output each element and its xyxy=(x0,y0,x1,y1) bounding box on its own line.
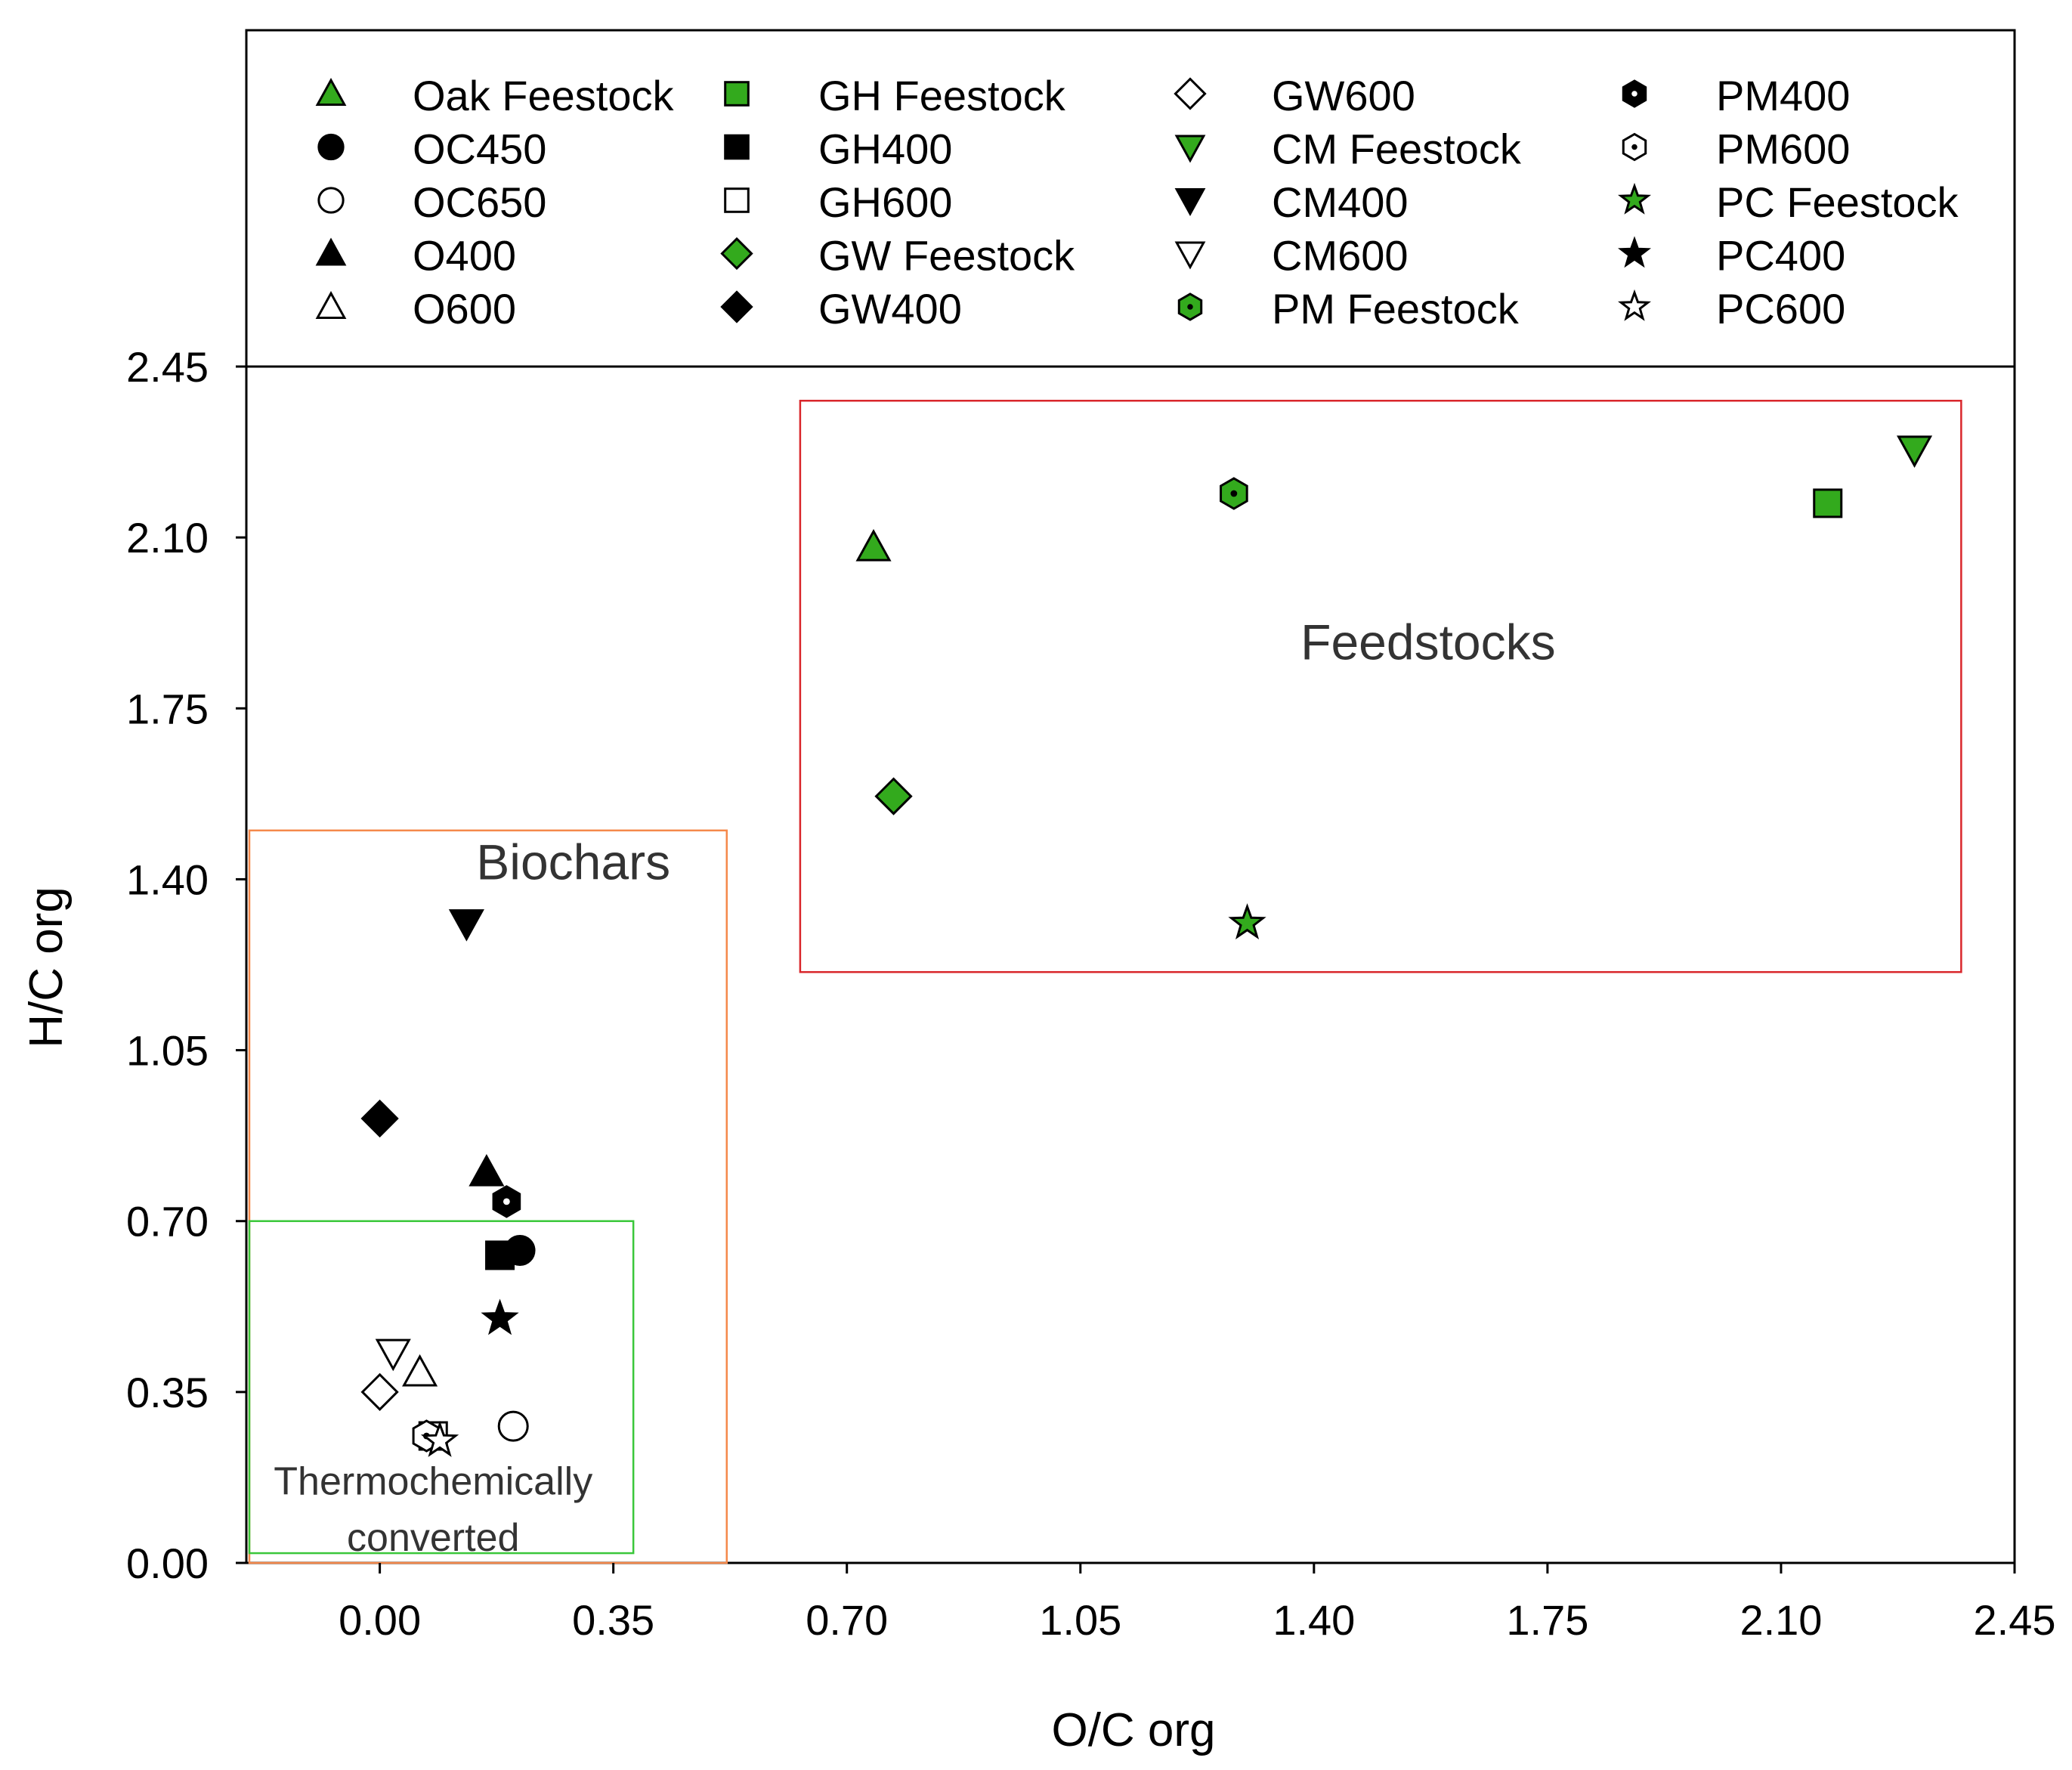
legend-label-pc-feestock: PC Feestock xyxy=(1716,178,1959,226)
legend-marker-pc600 xyxy=(1618,289,1651,321)
y-tick-label: 2.10 xyxy=(126,514,209,562)
legend-marker-o400 xyxy=(315,237,347,266)
y-tick-label: 1.75 xyxy=(126,685,209,732)
legend-label-gh600: GH600 xyxy=(818,178,952,226)
legend-marker-gh-feestock xyxy=(724,81,750,107)
point-gw-feestock xyxy=(874,777,913,815)
legend-marker-cm600 xyxy=(1174,241,1206,270)
legend-label-pm-feestock: PM Feestock xyxy=(1272,285,1520,333)
legend-marker-gh600 xyxy=(724,187,750,213)
region-label-feedstocks: Feedstocks xyxy=(1300,614,1555,670)
point-gh-feestock xyxy=(1813,488,1843,518)
y-tick-label: 0.35 xyxy=(126,1369,209,1416)
point-o600 xyxy=(402,1354,438,1387)
point-gw400 xyxy=(360,1099,399,1138)
legend-label-o400: O400 xyxy=(413,232,516,280)
region-label-converted: converted xyxy=(347,1516,519,1560)
legend-label-cm600: CM600 xyxy=(1272,232,1409,280)
regions-layer: Feedstocks Biochars Thermochemically conver… xyxy=(248,399,1962,1564)
point-gh400 xyxy=(485,1240,515,1270)
x-tick-label: 2.10 xyxy=(1740,1596,1822,1644)
legend-marker-gw600 xyxy=(1174,77,1207,110)
legend-label-pm600: PM600 xyxy=(1716,125,1850,173)
point-cm400 xyxy=(448,909,484,942)
x-tick-label: 1.05 xyxy=(1039,1596,1121,1644)
axis-ticks: 0.00 0.35 0.70 1.05 1.40 1.75 2.10 2.45 0.00 0.35… xyxy=(126,343,2056,1644)
x-tick-label: 0.35 xyxy=(572,1596,654,1644)
legend-label-cm400: CM400 xyxy=(1272,178,1409,226)
legend-label-gw400: GW400 xyxy=(818,285,962,333)
legend-label-gw-feestock: GW Feestock xyxy=(818,232,1075,280)
legend-label-oak-feestock: Oak Feestock xyxy=(413,72,674,119)
legend-label-gh-feestock: GH Feestock xyxy=(818,72,1066,119)
legend-label-o600: O600 xyxy=(413,285,516,333)
legend-marker-pc400 xyxy=(1618,236,1651,268)
region-box-0 xyxy=(799,399,1962,973)
point-oak-feestock xyxy=(855,528,892,562)
x-tick-label: 0.00 xyxy=(339,1596,421,1644)
x-tick-label: 0.70 xyxy=(806,1596,888,1644)
legend: Oak Feestock OC450 OC650 O400 O600 GH Feestoc… xyxy=(315,72,1959,333)
legend-label-oc450: OC450 xyxy=(413,125,546,173)
legend-label-oc650: OC650 xyxy=(413,178,546,226)
point-oc650 xyxy=(497,1410,529,1442)
legend-marker-o600 xyxy=(315,291,347,319)
region-box-2 xyxy=(248,1220,635,1555)
y-axis-title: H/C org xyxy=(20,887,73,1048)
x-tick-label: 1.75 xyxy=(1506,1596,1588,1644)
legend-label-cm-feestock: CM Feestock xyxy=(1272,125,1522,173)
legend-label-pc400: PC400 xyxy=(1716,232,1845,280)
legend-label-pm400: PM400 xyxy=(1716,72,1850,119)
y-tick-label: 1.40 xyxy=(126,856,209,903)
point-cm-feestock xyxy=(1897,435,1933,468)
region-box-1 xyxy=(248,829,728,1564)
region-label-biochars: Biochars xyxy=(476,834,670,890)
legend-marker-oc450 xyxy=(317,133,345,161)
point-pm400-dot xyxy=(503,1198,510,1205)
data-points xyxy=(360,435,1933,1457)
legend-marker-oc650 xyxy=(317,187,345,214)
y-tick-label: 0.70 xyxy=(126,1198,209,1245)
legend-marker-pc-feestock xyxy=(1618,182,1651,215)
x-tick-label: 2.45 xyxy=(1974,1596,2056,1644)
x-tick-label: 1.40 xyxy=(1273,1596,1355,1644)
legend-label-gh400: GH400 xyxy=(818,125,952,173)
x-axis-title: O/C org xyxy=(1051,1704,1215,1756)
point-pc400 xyxy=(481,1298,519,1335)
point-pc-feestock xyxy=(1228,903,1266,939)
region-label-thermochemically: Thermochemically xyxy=(274,1460,592,1504)
point-cm600 xyxy=(375,1338,411,1372)
legend-marker-pm-feestock-dot xyxy=(1187,304,1193,310)
y-tick-label: 1.05 xyxy=(126,1027,209,1075)
legend-marker-gw400 xyxy=(720,290,753,323)
point-pm-feestock-dot xyxy=(1230,490,1238,497)
legend-label-gw600: GW600 xyxy=(1272,72,1415,119)
legend-marker-pm400-dot xyxy=(1631,91,1637,97)
y-tick-label: 0.00 xyxy=(126,1539,209,1587)
legend-marker-gh400 xyxy=(724,134,750,160)
legend-marker-pm600-dot xyxy=(1631,144,1637,150)
legend-marker-cm400 xyxy=(1174,188,1206,216)
point-o400 xyxy=(469,1154,505,1187)
legend-label-pc600: PC600 xyxy=(1716,285,1845,333)
legend-marker-oak-feestock xyxy=(315,78,347,106)
legend-marker-gw-feestock xyxy=(720,237,753,271)
legend-marker-cm-feestock xyxy=(1174,135,1206,163)
y-tick-label: 2.45 xyxy=(126,343,209,391)
point-pc600 xyxy=(420,1421,459,1457)
plot-frame xyxy=(245,29,2016,1564)
point-gw600 xyxy=(360,1372,399,1411)
